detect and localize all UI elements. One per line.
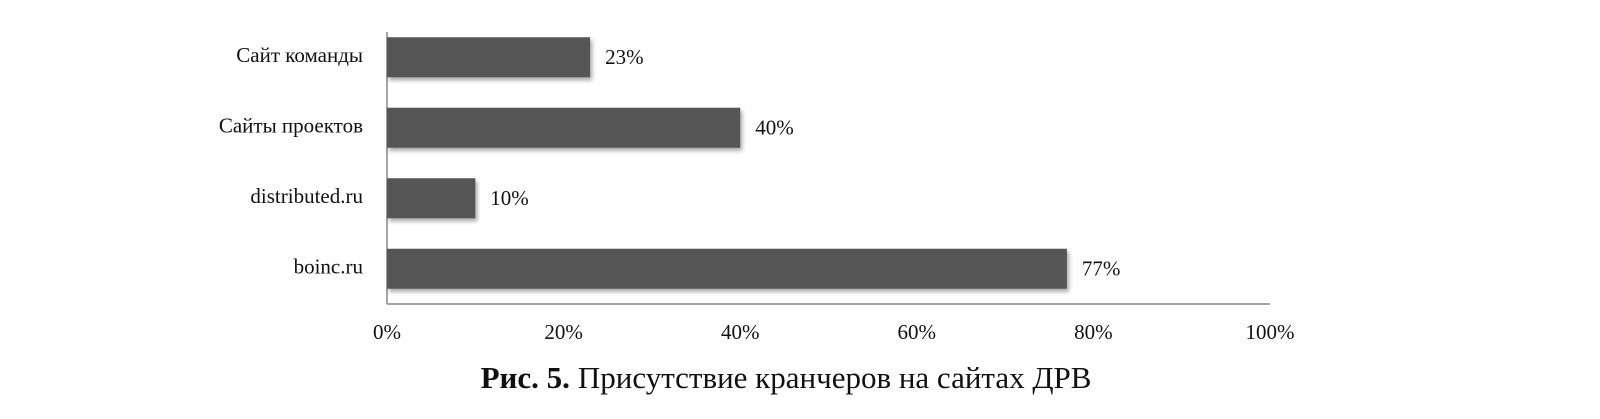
caption-text: Присутствие кранчеров на сайтах ДРВ — [578, 360, 1092, 395]
x-tick-label: 20% — [544, 320, 583, 344]
x-tick-label: 80% — [1074, 320, 1113, 344]
value-label: 23% — [605, 45, 644, 69]
bar — [387, 248, 1067, 289]
bar — [387, 107, 741, 148]
y-tick-label: distributed.ru — [250, 184, 363, 208]
bar — [387, 178, 476, 219]
y-tick-label: Сайты проектов — [219, 114, 363, 138]
caption-label: Рис. 5. — [481, 360, 570, 395]
value-label: 77% — [1082, 257, 1121, 281]
value-label: 10% — [490, 186, 529, 210]
x-tick-label: 40% — [721, 320, 760, 344]
x-tick-label: 100% — [1246, 320, 1295, 344]
caption: Рис. 5. Присутствие кранчеров на сайтах Д… — [481, 360, 1092, 395]
x-tick-label: 60% — [898, 320, 937, 344]
bar — [387, 37, 591, 78]
y-tick-label: boinc.ru — [294, 255, 364, 279]
value-label: 40% — [755, 116, 794, 140]
x-tick-label: 0% — [373, 320, 401, 344]
y-tick-label: Сайт команды — [236, 43, 363, 67]
